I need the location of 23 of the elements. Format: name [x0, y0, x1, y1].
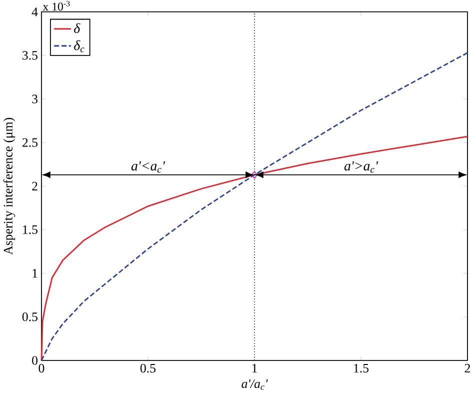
- y-tick-label: 3: [32, 94, 38, 104]
- y-tick-label: 1: [32, 269, 38, 278]
- y-tick-label: 0.5: [22, 312, 38, 322]
- text: x 10$^{-3}$: [42, 0, 70, 11]
- annotation: a'<a$_{c}$': [131, 161, 166, 173]
- y-tick-label: 1.5: [23, 225, 38, 234]
- x-tick-label: 2: [464, 364, 470, 372]
- y-tick-label: 0: [32, 356, 38, 365]
- x-tick-label: 0.5: [140, 364, 156, 373]
- line-series: [40, 136, 468, 362]
- x-tick-label: 1: [252, 364, 257, 372]
- y-tick-label: 2: [32, 182, 38, 190]
- x-axis-title: a'/a$_{c}$': [242, 379, 268, 390]
- y-tick-label: 2.5: [22, 138, 38, 147]
- line-series: [40, 52, 468, 362]
- y-axis-title: Asperity interference (μm): [3, 118, 16, 255]
- y-tick-label: 3.5: [22, 51, 38, 60]
- legend-label: δ$_{c}$: [74, 40, 84, 52]
- legend-label: δ: [74, 23, 80, 33]
- y-tick-label: 4: [32, 8, 38, 16]
- annotation: a'>a$_{c}$': [344, 161, 378, 173]
- x-tick-label: 1.5: [354, 364, 369, 373]
- x-tick-label: 0: [38, 364, 44, 373]
